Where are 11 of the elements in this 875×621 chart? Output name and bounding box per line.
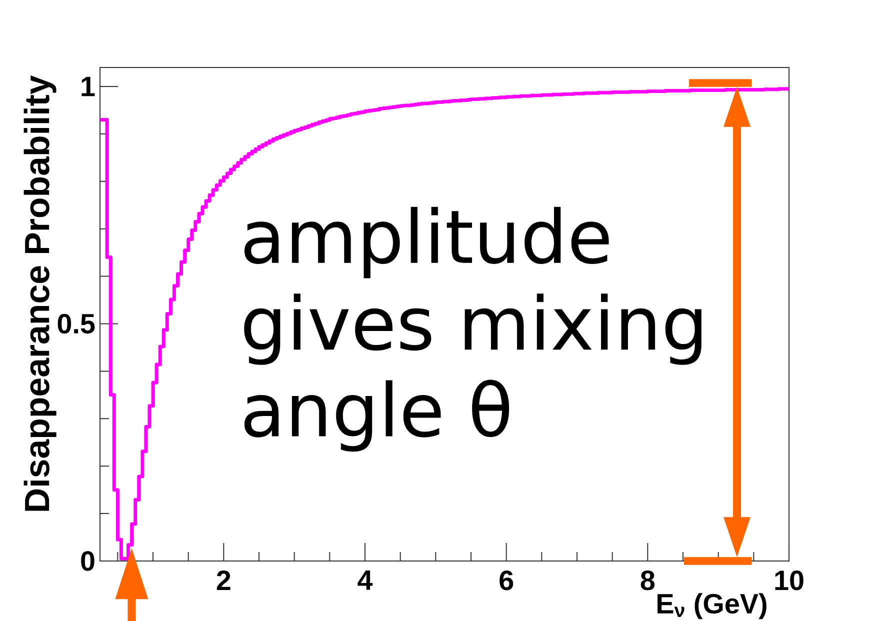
x-tick-label: 4 [358,570,373,590]
x-tick-label: 2 [216,570,230,590]
y-tick-label: 0 [81,551,94,571]
x-tick-label: 8 [640,570,655,590]
annotation: amplitude gives mixing angle θ [244,206,702,452]
x-tick-label: 6 [500,570,514,590]
y-tick-label: 1 [82,76,95,96]
y-axis-title: Disappearance Probability [24,75,56,511]
y-tick-label: 0.5 [58,314,95,334]
x-axis-title: E$_{ν}$ (GeV) [658,593,766,620]
x-tick-label: 10 [775,570,804,590]
